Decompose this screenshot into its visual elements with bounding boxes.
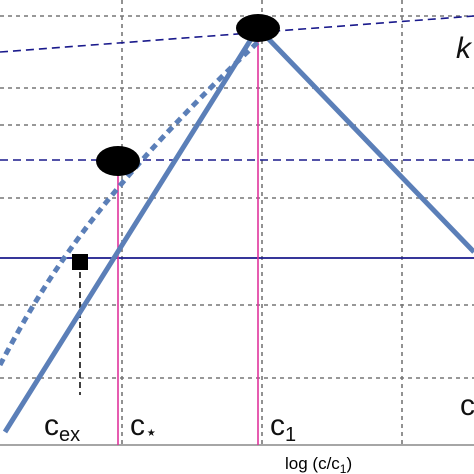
c-star-label: c⋆ bbox=[130, 409, 158, 444]
axis-label-sub: 1 bbox=[340, 462, 347, 474]
peak-marker bbox=[236, 14, 280, 42]
grid bbox=[0, 0, 474, 446]
x-axis-label: log (c/c1) bbox=[285, 454, 352, 474]
label-sub: ⋆ bbox=[145, 422, 158, 444]
dotted-curve bbox=[0, 40, 260, 367]
c-right-label: c bbox=[460, 389, 474, 422]
c-ex-label: cex bbox=[44, 409, 80, 446]
c-star-marker bbox=[96, 146, 140, 176]
axis-label-end: ) bbox=[346, 454, 352, 473]
label-sub: ex bbox=[59, 424, 80, 446]
label-base: c bbox=[44, 409, 59, 442]
c1-label: c1 bbox=[270, 409, 296, 446]
label-base: c bbox=[270, 409, 285, 442]
label-base: c bbox=[130, 409, 145, 442]
axis-label-main: log (c/c bbox=[285, 454, 340, 473]
k-label: k bbox=[456, 32, 473, 65]
k-line bbox=[0, 15, 474, 53]
c-ex-marker bbox=[72, 254, 88, 270]
label-sub: 1 bbox=[285, 424, 296, 446]
